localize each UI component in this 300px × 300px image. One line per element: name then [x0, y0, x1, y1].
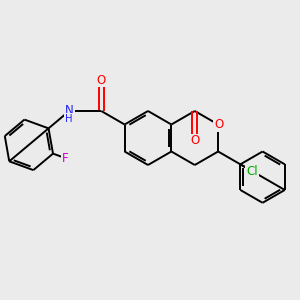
Text: O: O: [190, 134, 200, 147]
Text: F: F: [62, 152, 68, 165]
Text: O: O: [97, 74, 106, 87]
Text: O: O: [214, 118, 224, 131]
Text: H: H: [65, 114, 73, 124]
Text: Cl: Cl: [247, 165, 258, 178]
Text: N: N: [65, 104, 74, 118]
